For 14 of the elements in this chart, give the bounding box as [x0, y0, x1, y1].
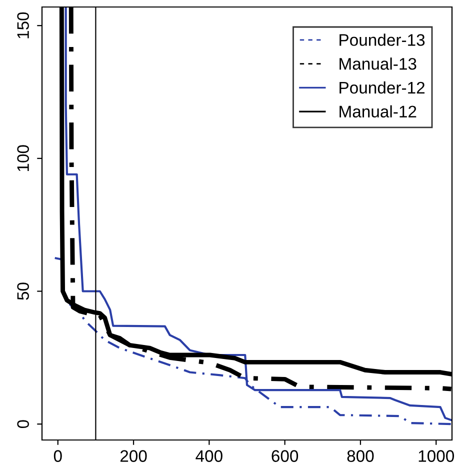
legend-label: Manual-12: [340, 105, 416, 118]
x-tick-label: 400: [196, 450, 222, 462]
y-tick-label: 100: [17, 145, 29, 172]
legend-label: Pounder-13: [340, 34, 425, 46]
x-tick-label: 800: [347, 450, 374, 462]
y-tick-label: 0: [17, 420, 29, 428]
y-tick-label: 50: [17, 282, 29, 300]
legend-label: Pounder-12: [340, 81, 425, 94]
legend-label: Manual-13: [340, 58, 416, 70]
y-tick-label: 150: [17, 12, 29, 38]
x-tick-label: 200: [120, 450, 147, 462]
x-tick-label: 0: [54, 450, 62, 462]
x-tick-label: 600: [272, 450, 298, 462]
x-tick-label: 1000: [418, 450, 454, 462]
